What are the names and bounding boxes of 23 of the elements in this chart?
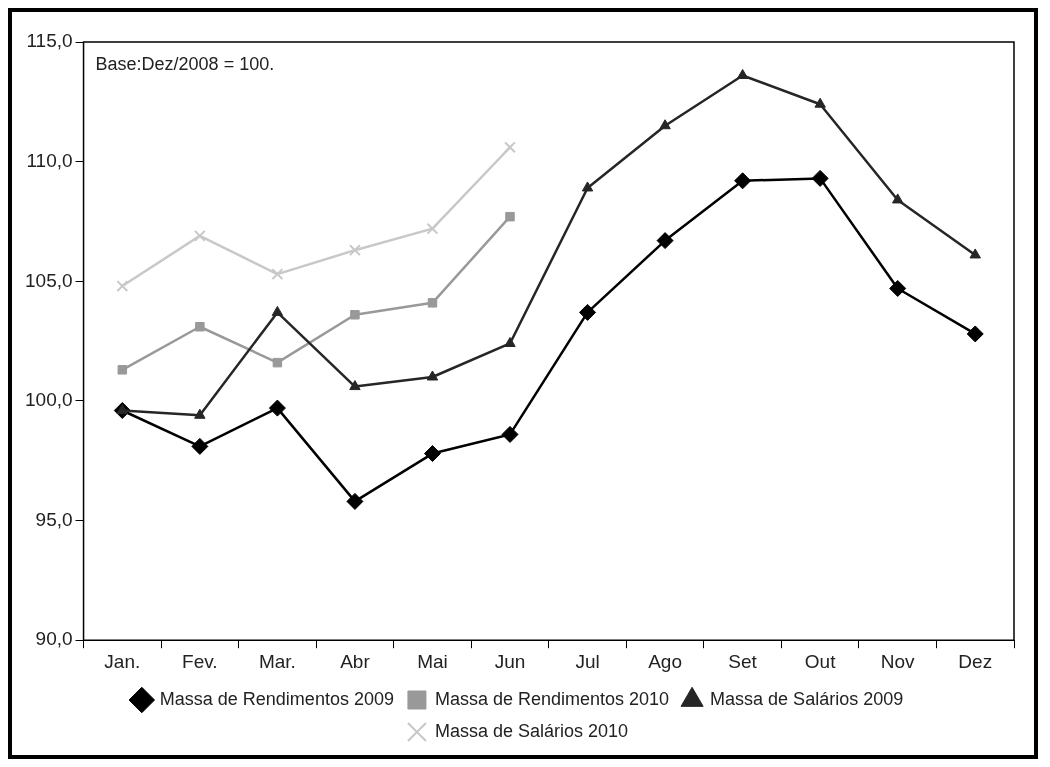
- y-tick-label: 110,0: [26, 149, 73, 171]
- legend-label: Massa de Salários 2009: [710, 688, 904, 709]
- y-tick-label: 115,0: [26, 30, 73, 52]
- x-tick-label: Jul: [575, 650, 600, 672]
- x-tick-label: Out: [804, 650, 837, 672]
- x-tick-label: Ago: [648, 650, 682, 672]
- y-tick-label: 100,0: [25, 389, 73, 411]
- x-tick-label: Fev.: [182, 650, 218, 672]
- x-tick-label: Mar.: [258, 650, 296, 672]
- y-tick-label: 105,0: [25, 269, 73, 291]
- annotation: Base:Dez/2008 = 100.: [95, 53, 275, 74]
- y-tick-label: 95,0: [35, 508, 73, 530]
- x-tick-label: Dez: [958, 650, 993, 672]
- legend-label: Massa de Rendimentos 2010: [434, 688, 670, 709]
- x-tick-label: Abr: [340, 650, 371, 672]
- x-tick-label: Jan.: [104, 650, 141, 672]
- legend-label: Massa de Salários 2010: [434, 720, 629, 741]
- x-tick-label: Jun: [494, 650, 526, 672]
- x-tick-label: Nov: [880, 650, 916, 672]
- x-tick-label: Set: [728, 650, 758, 672]
- x-tick-label: Mai: [417, 650, 448, 672]
- legend-label: Massa de Rendimentos 2009: [159, 688, 394, 709]
- y-tick-label: 90,0: [35, 628, 73, 650]
